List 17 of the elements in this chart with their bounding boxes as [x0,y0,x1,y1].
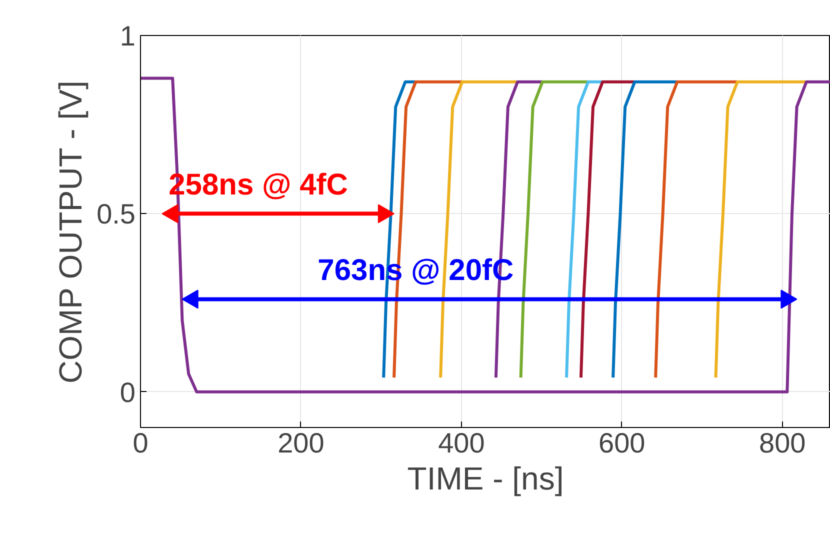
x-tick-label: 800 [759,428,806,458]
y-tick-label: 0 [120,376,136,408]
y-axis-title: COMP OUTPUT - [V] [52,80,89,384]
line-series [654,80,739,380]
y-tick-label: 0.5 [96,198,136,230]
line-series [714,80,808,380]
line-series [140,76,830,394]
line-series [612,80,679,380]
x-tick-label: 400 [438,428,485,458]
line-series [519,80,590,380]
line-series [565,80,604,380]
line-series [579,80,636,380]
x-tick-label: 200 [278,428,324,458]
line-series [439,80,520,380]
y-tick-label: 1 [120,20,136,52]
x-tick-label: 600 [598,428,646,458]
x-axis-title: TIME - [ns] [407,460,564,496]
